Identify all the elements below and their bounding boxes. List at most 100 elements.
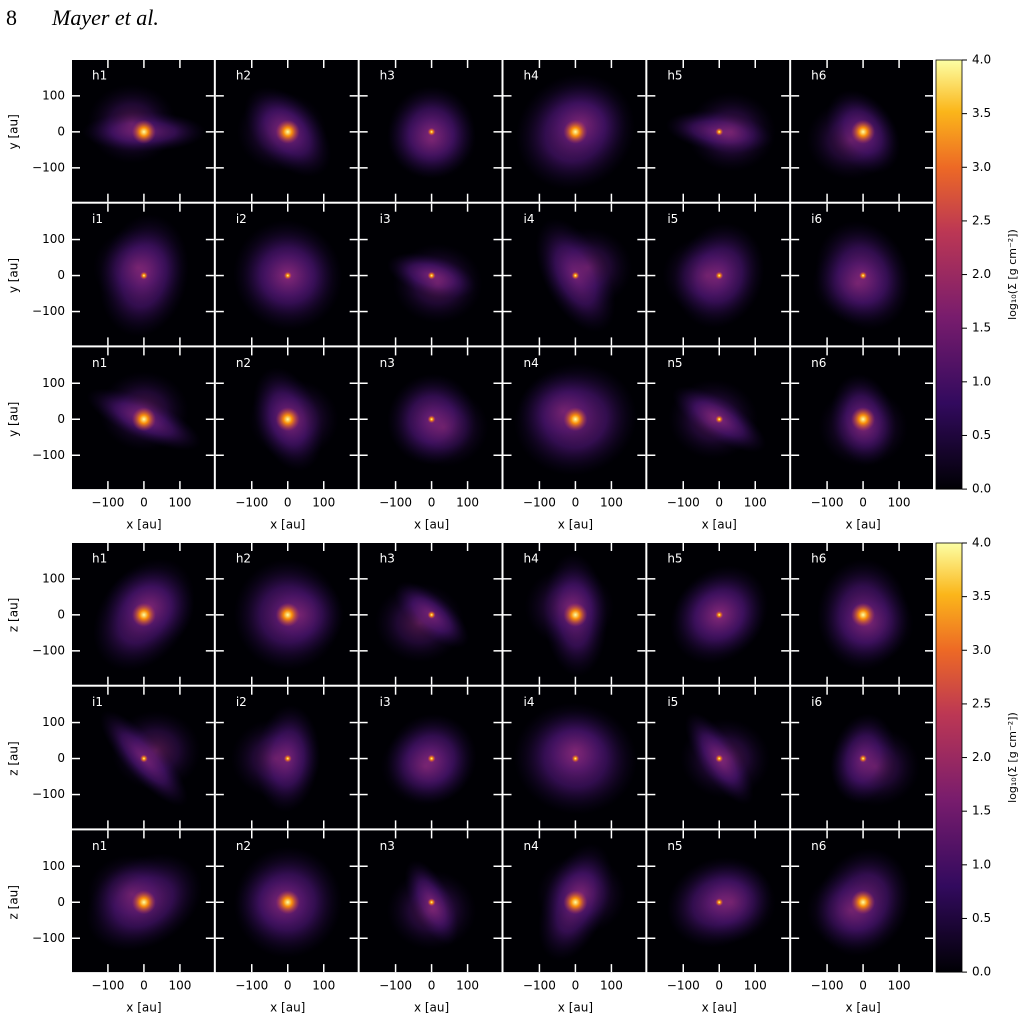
- y-tick-label: 100: [42, 232, 65, 246]
- gas-envelope: [680, 718, 771, 799]
- panel-label: h6: [811, 552, 826, 566]
- panel-label: i6: [811, 695, 822, 709]
- gas-envelope: [530, 710, 621, 791]
- panel-label: n6: [811, 356, 826, 370]
- y-tick-label: −100: [32, 304, 65, 318]
- panel: n6: [791, 347, 933, 490]
- gas-envelope: [386, 870, 477, 951]
- x-tick-label: −100: [379, 979, 412, 993]
- x-axis-label: x [au]: [845, 518, 880, 532]
- colorbar-tick-label: 0.0: [972, 482, 991, 496]
- x-tick-label: −100: [91, 496, 124, 510]
- running-head: Mayer et al.: [51, 5, 159, 30]
- panel-label: n3: [380, 839, 395, 853]
- colorbar-tick-label: 3.5: [972, 589, 991, 603]
- gas-envelope: [686, 91, 777, 172]
- x-tick-label: 0: [428, 496, 436, 510]
- core: [131, 602, 156, 627]
- panel: h5: [647, 60, 790, 202]
- panel: h6: [791, 543, 933, 685]
- panel-label: n4: [524, 839, 539, 853]
- core: [851, 407, 876, 432]
- colorbar-tick-label: 0.5: [972, 911, 991, 925]
- panel: h4: [503, 60, 646, 202]
- x-tick-label: −100: [667, 496, 700, 510]
- gas-envelope: [806, 870, 897, 951]
- x-tick-label: −100: [523, 979, 556, 993]
- y-tick-label: 100: [42, 376, 65, 390]
- colorbar-tick-label: 3.0: [972, 160, 991, 174]
- core: [139, 754, 148, 763]
- x-tick-label: 100: [168, 496, 191, 510]
- gas-envelope: [398, 387, 489, 468]
- colorbar-tick-label: 1.5: [972, 804, 991, 818]
- gas-envelope: [386, 99, 477, 180]
- panel-label: h1: [92, 69, 107, 83]
- panel: h2: [215, 60, 358, 202]
- panel-label: i2: [236, 212, 247, 226]
- x-tick-label: 0: [428, 979, 436, 993]
- gas-envelope: [806, 99, 897, 180]
- x-tick-label: −100: [235, 979, 268, 993]
- x-axis-label: x [au]: [702, 1001, 737, 1015]
- core: [715, 127, 724, 136]
- panel-label: h2: [236, 69, 251, 83]
- x-tick-label: −100: [811, 979, 844, 993]
- colorbar-tick-label: 0.5: [972, 428, 991, 442]
- panel-label: h1: [92, 552, 107, 566]
- core: [131, 890, 156, 915]
- colorbar: [935, 59, 963, 490]
- x-axis-label: x [au]: [558, 1001, 593, 1015]
- y-tick-label: 0: [57, 607, 65, 621]
- x-tick-label: 0: [284, 496, 292, 510]
- gas-envelope: [110, 710, 201, 791]
- gas-envelope: [380, 726, 471, 807]
- panel: n3: [359, 347, 502, 490]
- panel: n1: [72, 830, 214, 973]
- core: [715, 754, 724, 763]
- y-axis-label: y [au]: [7, 114, 21, 149]
- panel-label: i1: [92, 212, 103, 226]
- colorbar-tick-label: 2.5: [972, 213, 991, 227]
- x-tick-label: 0: [572, 496, 580, 510]
- y-tick-label: 0: [57, 268, 65, 282]
- x-axis-label: x [au]: [414, 1001, 449, 1015]
- core: [715, 415, 724, 424]
- x-tick-label: −100: [667, 979, 700, 993]
- panel-label: n6: [811, 839, 826, 853]
- colorbar-label: log₁₀(Σ [g cm⁻²]): [1006, 712, 1019, 803]
- y-tick-label: 0: [57, 124, 65, 138]
- y-tick-label: 0: [57, 751, 65, 765]
- gas-envelope: [686, 862, 777, 943]
- colorbar-tick-label: 0.0: [972, 965, 991, 979]
- y-axis-label: z [au]: [7, 598, 21, 632]
- core: [427, 610, 436, 619]
- x-tick-label: −100: [523, 496, 556, 510]
- panel: i6: [791, 686, 933, 829]
- core: [275, 407, 300, 432]
- panel-label: i3: [380, 212, 391, 226]
- core: [715, 271, 724, 280]
- y-tick-label: 100: [42, 571, 65, 585]
- x-tick-label: −100: [379, 496, 412, 510]
- core: [283, 271, 292, 280]
- x-axis-label: x [au]: [558, 518, 593, 532]
- y-tick-label: −100: [32, 643, 65, 657]
- panel-label: n3: [380, 356, 395, 370]
- gas-envelope: [518, 371, 609, 452]
- y-tick-label: −100: [32, 787, 65, 801]
- panel-label: i2: [236, 695, 247, 709]
- y-axis-label: y [au]: [7, 402, 21, 437]
- x-tick-label: 0: [284, 979, 292, 993]
- colorbar-tick-label: 1.0: [972, 857, 991, 871]
- colorbar-label: log₁₀(Σ [g cm⁻²]): [1006, 229, 1019, 320]
- core: [427, 271, 436, 280]
- panel: i3: [359, 686, 502, 829]
- panel-label: i1: [92, 695, 103, 709]
- panel: n2: [215, 830, 358, 973]
- panel-label: n1: [92, 839, 107, 853]
- x-tick-label: 100: [312, 979, 335, 993]
- gas-envelope: [374, 582, 465, 663]
- core: [851, 890, 876, 915]
- x-tick-label: 0: [715, 979, 723, 993]
